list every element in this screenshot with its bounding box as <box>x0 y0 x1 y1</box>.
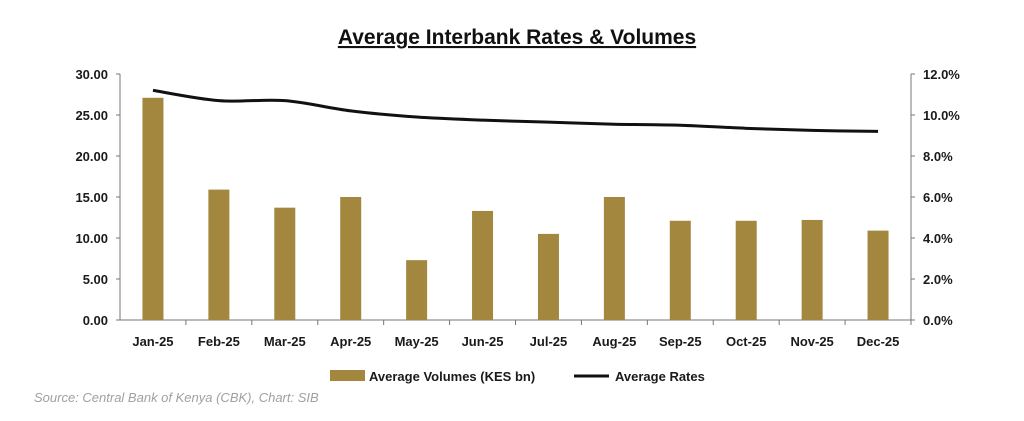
volume-bar <box>801 219 823 320</box>
right-tick-label: 4.0% <box>923 231 953 246</box>
chart-title: Average Interbank Rates & Volumes <box>338 26 696 49</box>
left-tick-label: 0.00 <box>83 313 108 328</box>
x-tick-label: Dec-25 <box>857 334 900 349</box>
volume-bar <box>142 97 164 320</box>
right-tick-label: 12.0% <box>923 67 960 82</box>
left-tick-label: 30.00 <box>75 67 108 82</box>
left-tick-label: 20.00 <box>75 149 108 164</box>
volume-bar <box>274 207 296 320</box>
legend-rates-label: Average Rates <box>615 369 705 384</box>
volume-bar <box>669 220 691 320</box>
left-tick-label: 10.00 <box>75 231 108 246</box>
right-tick-label: 6.0% <box>923 190 953 205</box>
volume-bar <box>537 233 559 320</box>
x-tick-label: Sep-25 <box>659 334 702 349</box>
volume-bar <box>603 197 625 320</box>
x-tick-label: Jan-25 <box>132 334 173 349</box>
right-tick-label: 2.0% <box>923 272 953 287</box>
right-tick-label: 8.0% <box>923 149 953 164</box>
volume-bar <box>735 220 757 320</box>
left-tick-label: 25.00 <box>75 108 108 123</box>
x-tick-label: Apr-25 <box>330 334 371 349</box>
x-tick-label: Jun-25 <box>462 334 504 349</box>
x-tick-label: Aug-25 <box>592 334 636 349</box>
x-tick-label: Mar-25 <box>264 334 306 349</box>
volume-bar <box>208 189 230 320</box>
rates-line <box>152 88 879 133</box>
source-note: Source: Central Bank of Kenya (CBK), Cha… <box>34 390 319 405</box>
right-tick-label: 10.0% <box>923 108 960 123</box>
x-tick-label: Feb-25 <box>198 334 240 349</box>
left-tick-label: 5.00 <box>83 272 108 287</box>
x-tick-label: Nov-25 <box>790 334 833 349</box>
x-tick-label: May-25 <box>395 334 439 349</box>
volume-bar <box>406 260 428 320</box>
x-tick-label: Oct-25 <box>726 334 766 349</box>
left-tick-label: 15.00 <box>75 190 108 205</box>
legend-volumes-label: Average Volumes (KES bn) <box>369 369 535 384</box>
volume-bar <box>867 230 889 320</box>
legend-volumes-swatch <box>330 370 365 381</box>
x-tick-label: Jul-25 <box>530 334 568 349</box>
volume-bar <box>340 197 362 320</box>
volume-bar <box>472 210 494 320</box>
right-tick-label: 0.0% <box>923 313 953 328</box>
